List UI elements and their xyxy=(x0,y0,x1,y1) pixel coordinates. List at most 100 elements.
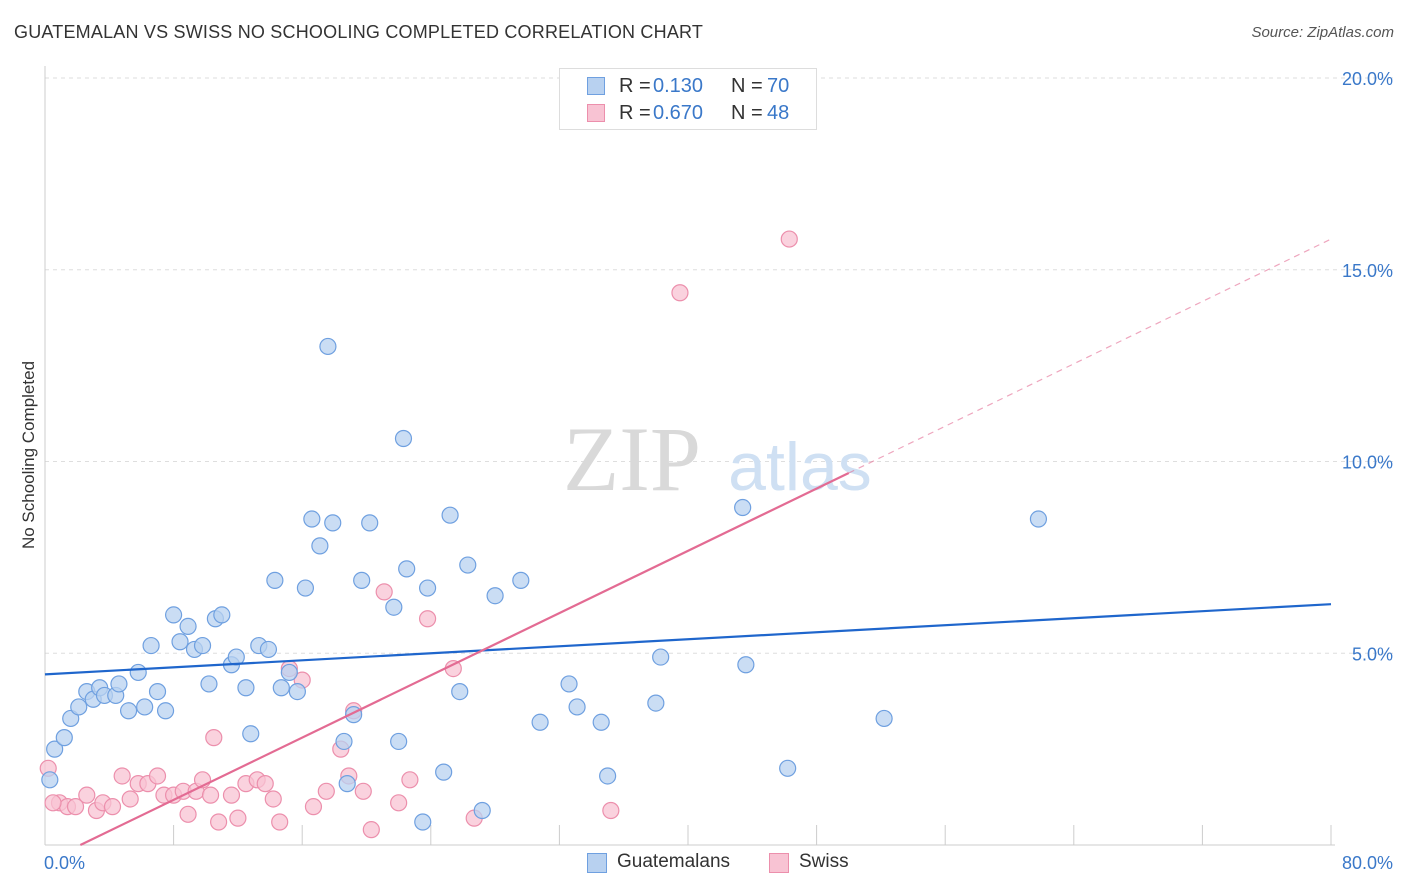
guatemalan-point xyxy=(435,763,453,781)
stats-legend: R = 0.130 N = 70 R = 0.670 N = 48 xyxy=(559,68,817,130)
guatemalan-point xyxy=(288,682,306,701)
guatemalans-legend-swatch xyxy=(587,853,607,873)
swiss-point xyxy=(44,794,62,812)
n-label: N = xyxy=(731,102,763,124)
guatemalan-point xyxy=(193,636,212,655)
swiss-point xyxy=(304,798,323,816)
swiss-point xyxy=(210,813,228,831)
guatemalan-point xyxy=(179,617,197,636)
guatemalan-point xyxy=(259,640,278,659)
guatemalan-trend-line xyxy=(44,603,1332,676)
guatemalan-point xyxy=(41,771,59,789)
guatemalan-point xyxy=(875,709,893,728)
guatemalan-point xyxy=(418,579,437,597)
guatemalans-swatch xyxy=(587,77,605,95)
watermark-atlas: atlas xyxy=(728,429,872,505)
guatemalan-point xyxy=(165,606,183,624)
x-tick-label: 0.0% xyxy=(44,853,85,873)
guatemalan-point xyxy=(647,694,665,712)
swiss-point xyxy=(78,786,96,804)
swiss-point xyxy=(602,801,620,820)
guatemalan-point xyxy=(568,698,586,716)
swiss-trend-line xyxy=(79,472,850,846)
guatemalan-point xyxy=(335,732,353,751)
guatemalan-point xyxy=(441,506,459,524)
swiss-swatch xyxy=(587,104,605,122)
guatemalan-point xyxy=(599,767,617,785)
swiss-point xyxy=(66,798,85,816)
guatemalan-point xyxy=(311,537,329,555)
guatemalan-point xyxy=(227,648,245,666)
guatemalan-point xyxy=(324,514,342,532)
y-tick-label: 15.0% xyxy=(1342,261,1393,281)
legend-label-guatemalans: Guatemalans xyxy=(617,851,731,872)
guatemalan-point xyxy=(119,702,138,720)
guatemalan-point xyxy=(129,663,147,682)
x-tick-label: 80.0% xyxy=(1342,853,1393,873)
guatemalan-point xyxy=(142,636,160,655)
guatemalan-point xyxy=(459,556,477,574)
guatemalan-point xyxy=(398,560,416,578)
swiss-point xyxy=(671,284,689,302)
watermark-zip: ZIP xyxy=(563,408,701,510)
guatemalan-point xyxy=(237,679,255,697)
swiss-point xyxy=(201,786,220,804)
r-label: R = xyxy=(619,102,651,124)
guatemalan-point xyxy=(486,587,504,605)
swiss-point xyxy=(113,767,131,785)
swiss-point xyxy=(418,610,437,628)
y-tick-label: 20.0% xyxy=(1342,69,1393,89)
guatemalan-point xyxy=(473,801,491,820)
swiss-point xyxy=(444,659,462,678)
r-label: R = xyxy=(619,75,651,97)
guatemalan-point xyxy=(110,675,128,693)
swiss-point xyxy=(271,813,289,831)
guatemalan-point xyxy=(242,725,260,743)
swiss-point xyxy=(256,775,274,793)
guatemalan-point xyxy=(303,510,321,528)
swiss-point xyxy=(375,583,393,601)
stats-row-guatemalans: R = 0.130 N = 70 xyxy=(560,73,816,101)
guatemalan-point xyxy=(512,571,530,589)
guatemalan-point xyxy=(353,571,371,589)
axes xyxy=(44,66,1335,846)
chart-title: GUATEMALAN VS SWISS NO SCHOOLING COMPLET… xyxy=(14,22,704,42)
swiss-point xyxy=(264,790,282,808)
legend-label-swiss: Swiss xyxy=(799,851,849,872)
swiss-legend-swatch xyxy=(769,853,789,873)
guatemalan-point xyxy=(734,498,752,517)
guatemalan-point xyxy=(592,713,610,731)
swiss-point xyxy=(780,230,798,248)
guatemalan-point xyxy=(136,698,154,716)
stats-row-swiss: R = 0.670 N = 48 xyxy=(560,100,816,128)
guatemalan-point xyxy=(451,682,469,701)
swiss-point xyxy=(317,782,335,800)
guatemalan-point xyxy=(55,729,73,747)
swiss-point xyxy=(222,786,241,804)
tick-labels: 5.0% 10.0% 15.0% 20.0% 0.0% 80.0% xyxy=(44,69,1393,873)
guatemalan-point xyxy=(296,579,315,597)
guatemalan-point xyxy=(280,663,298,682)
guatemalan-point xyxy=(385,598,403,616)
guatemalan-point xyxy=(338,775,356,793)
guatemalan-point xyxy=(171,633,189,651)
guatemalan-point xyxy=(319,337,337,356)
swiss-point xyxy=(179,805,197,823)
guatemalan-point xyxy=(1029,510,1048,528)
guatemalan-point xyxy=(390,732,408,751)
n-value: 48 xyxy=(767,102,790,124)
y-tick-label: 5.0% xyxy=(1352,644,1393,664)
guatemalan-point xyxy=(531,713,549,731)
swiss-point xyxy=(362,821,380,839)
swiss-point xyxy=(401,771,419,789)
swiss-point xyxy=(148,767,167,785)
guatemalan-point xyxy=(560,675,578,693)
swiss-trend-extension xyxy=(848,238,1332,474)
guatemalan-point xyxy=(148,682,167,701)
guatemalan-point xyxy=(652,648,670,666)
swiss-point xyxy=(229,809,247,827)
guatemalan-point xyxy=(200,675,218,693)
swiss-point xyxy=(121,790,139,808)
guatemalan-points xyxy=(41,337,1048,831)
swiss-point xyxy=(205,729,223,747)
